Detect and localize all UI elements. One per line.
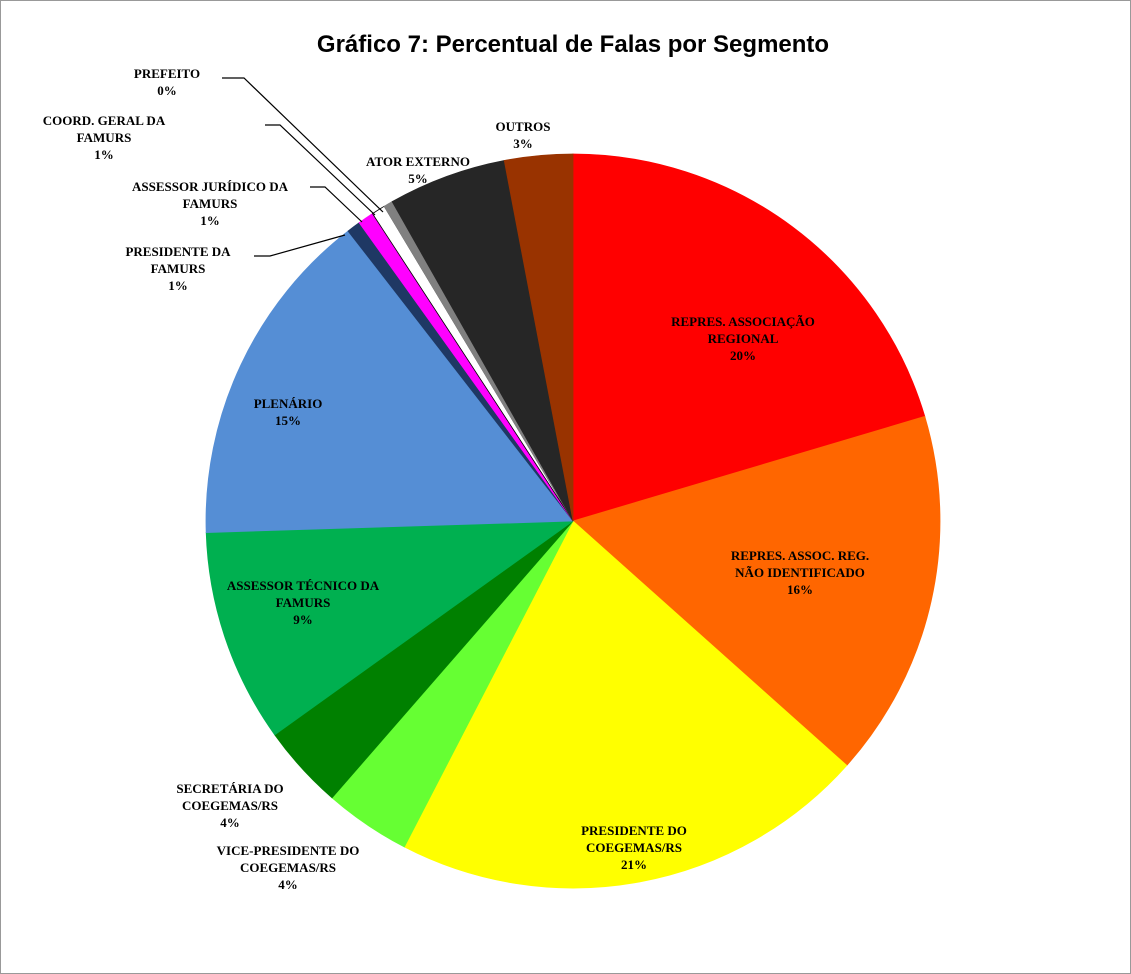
pie-slice <box>572 415 941 766</box>
slice-label: OUTROS <box>495 119 551 134</box>
slice-value-label: 4% <box>278 877 298 892</box>
pie-slice <box>572 153 926 522</box>
slice-value-label: 5% <box>408 171 428 186</box>
slice-value-label: 1% <box>94 147 114 162</box>
slice-label: SECRETÁRIA DO COEGEMAS/RS <box>176 781 284 813</box>
slice-label: COORD. GERAL DA FAMURS <box>42 113 166 145</box>
slice-value-label: 1% <box>200 213 220 228</box>
slice-value-label: 0% <box>157 83 177 98</box>
leader-line <box>265 124 376 216</box>
slice-label: REPRES. ASSOCIAÇÃO REGIONAL <box>671 314 815 346</box>
slice-value-label: 1% <box>168 278 188 293</box>
slice-label: PRESIDENTE DA FAMURS <box>125 244 231 276</box>
slice-label: ATOR EXTERNO <box>366 154 470 169</box>
slice-value-label: 21% <box>621 857 647 872</box>
slice-value-label: 3% <box>513 136 533 151</box>
leader-line <box>222 77 384 213</box>
pie-slice <box>205 520 575 736</box>
pie-slice <box>503 153 574 522</box>
slice-label: ASSESSOR TÉCNICO DA FAMURS <box>226 578 380 610</box>
slice-label: ASSESSOR JURÍDICO DA FAMURS <box>131 179 289 211</box>
slice-label: PLENÁRIO <box>253 396 323 411</box>
slice-label: PRESIDENTE DO COEGEMAS/RS <box>581 823 687 855</box>
chart-title: Gráfico 7: Percentual de Falas por Segme… <box>316 31 830 58</box>
slice-value-label: 9% <box>293 612 313 627</box>
leader-line <box>254 234 346 257</box>
leader-lines <box>222 77 384 257</box>
slice-value-label: 16% <box>787 582 813 597</box>
slice-label: REPRES. ASSOC. REG. NÃO IDENTIFICADO <box>730 548 870 580</box>
slice-value-label: 4% <box>220 815 240 830</box>
pie-slice <box>205 230 574 533</box>
pie-slice <box>403 520 848 889</box>
slice-label: VICE-PRESIDENTE DO COEGEMAS/RS <box>216 843 360 875</box>
slice-value-label: 15% <box>275 413 301 428</box>
slice-value-label: 20% <box>730 348 756 363</box>
slice-label: PREFEITO <box>133 66 201 81</box>
leader-line <box>310 186 363 223</box>
